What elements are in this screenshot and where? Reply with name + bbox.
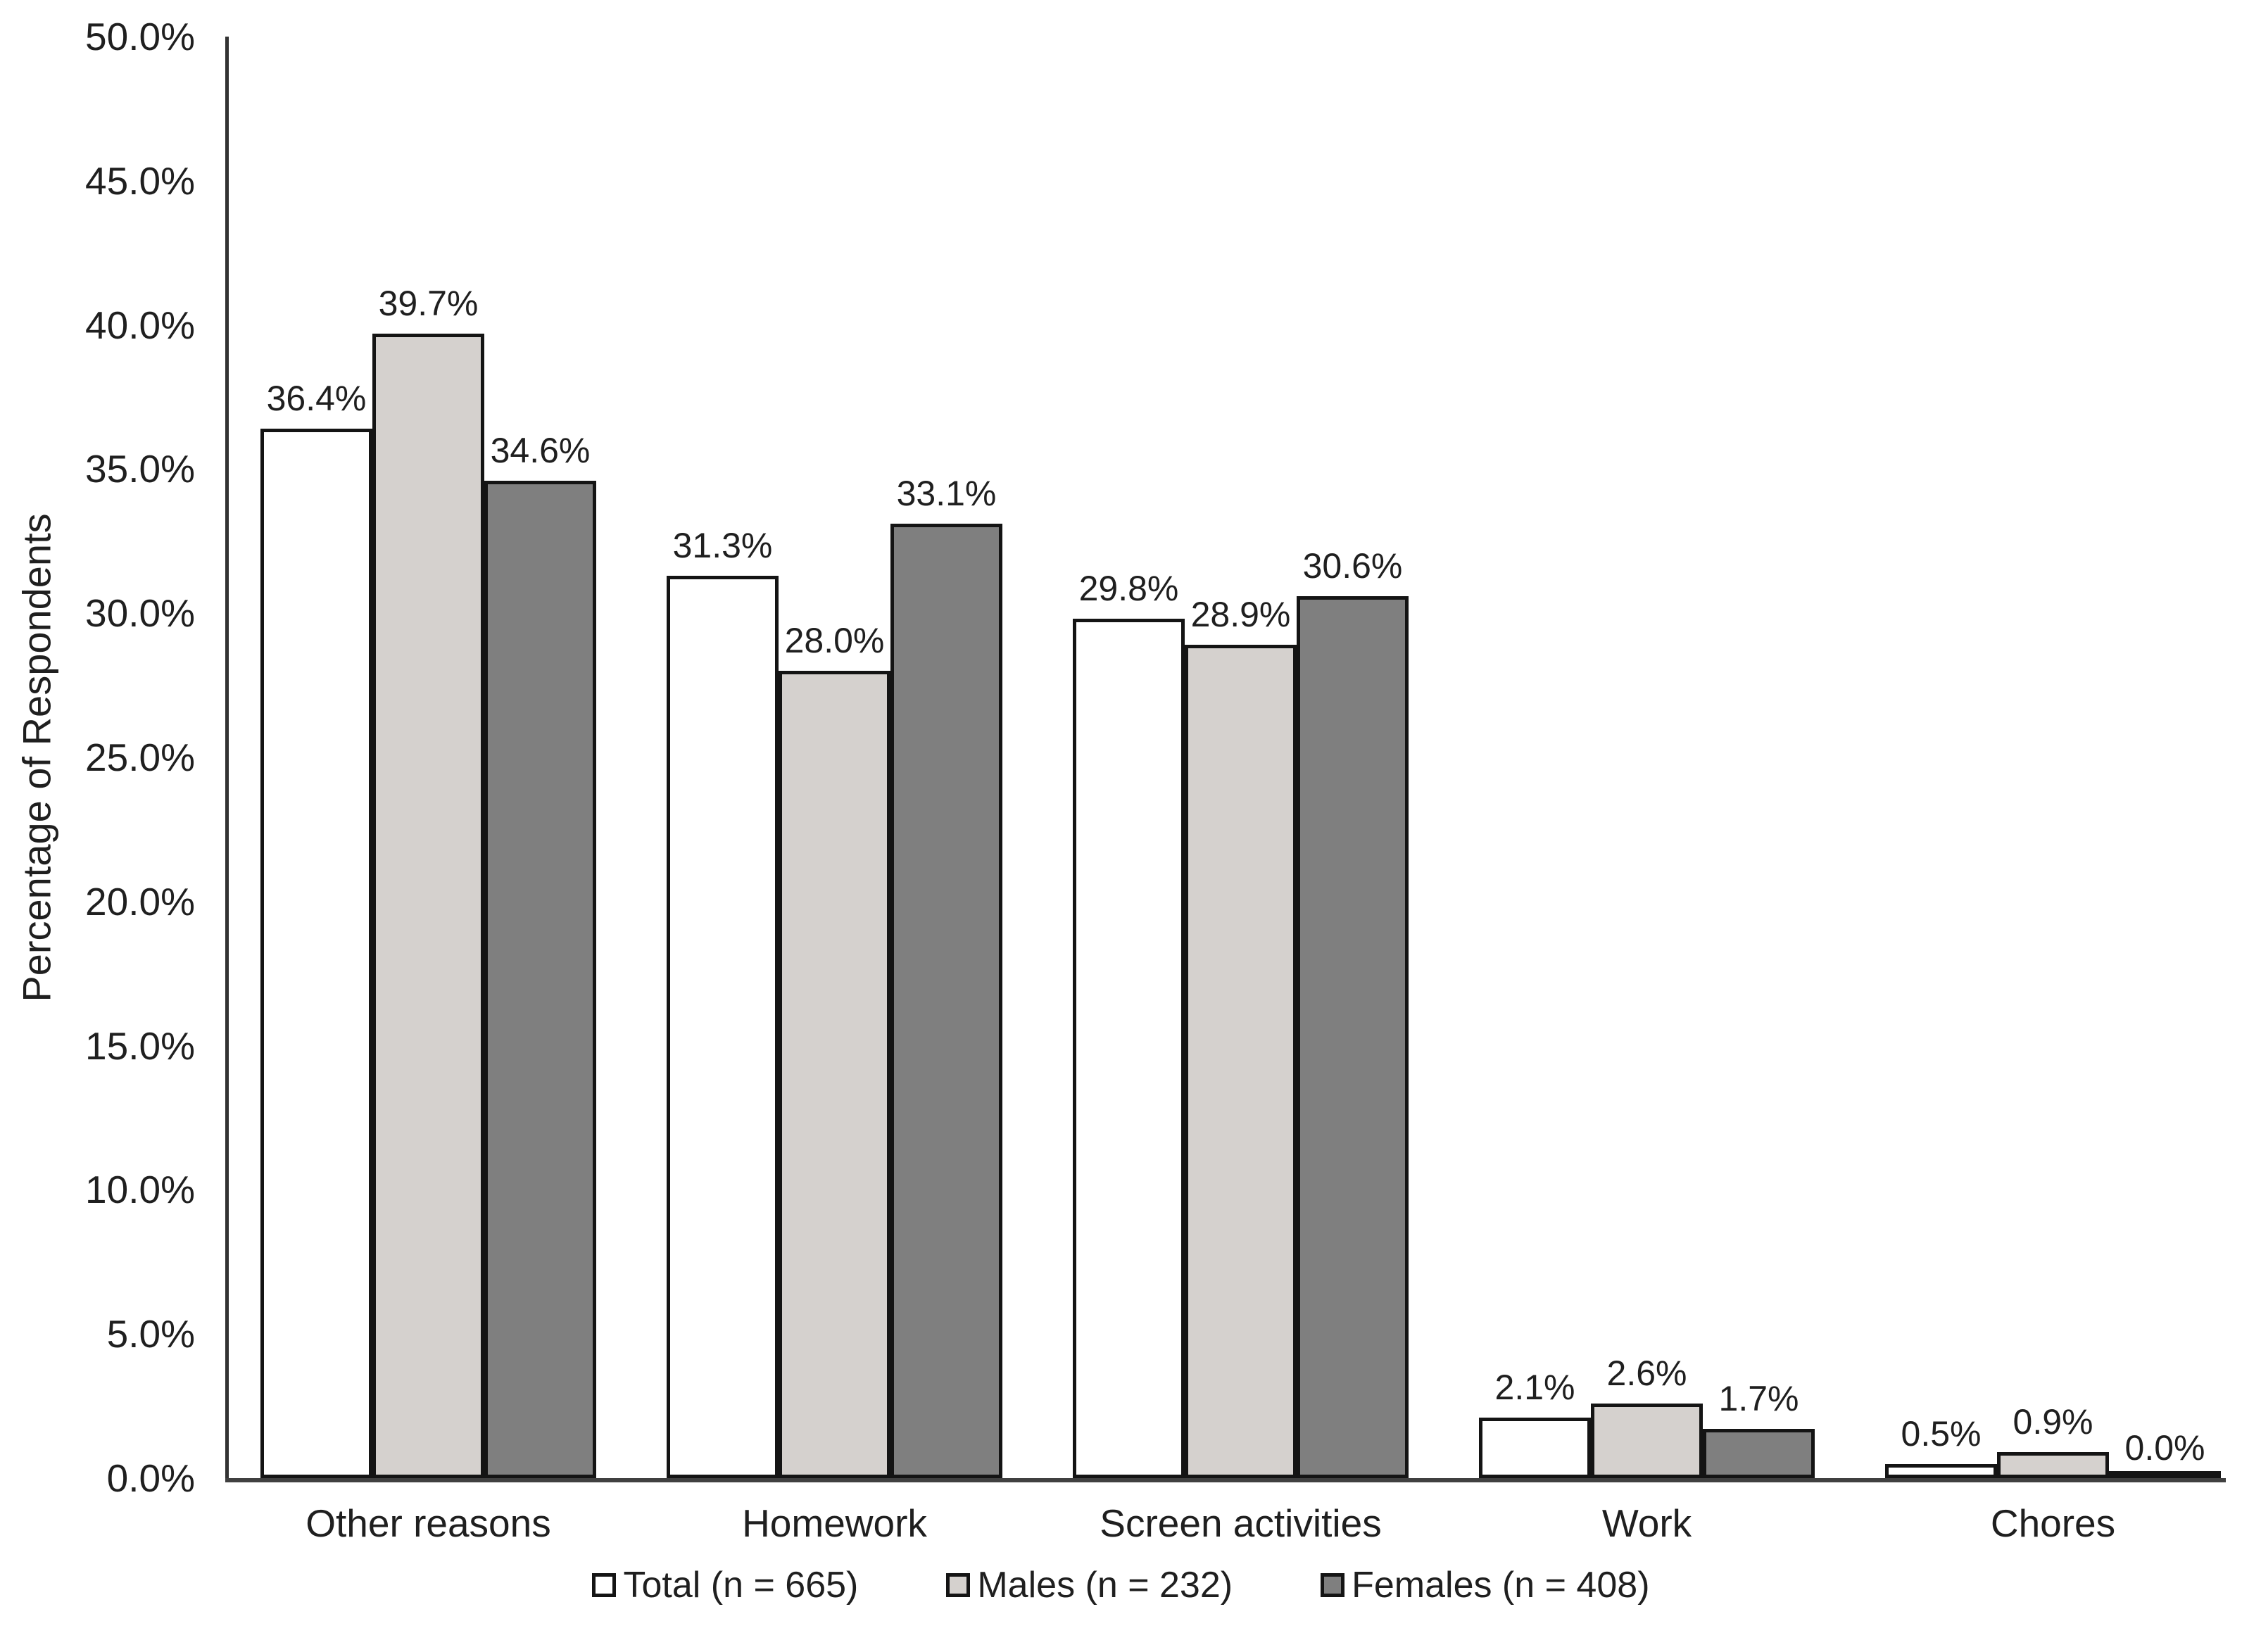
x-axis-line [225, 1478, 2226, 1482]
bar-value-label: 39.7% [378, 284, 479, 323]
bar [1997, 1452, 2109, 1478]
legend-item: Total (n = 665) [592, 1564, 858, 1606]
bar-group: 0.5% 0.9% 0.0% [1885, 37, 2221, 1478]
legend-label: Males (n = 232) [977, 1565, 1233, 1606]
bar [260, 429, 372, 1478]
y-tick-label: 40.0% [85, 303, 195, 347]
y-tick-label: 30.0% [85, 591, 195, 636]
bar [779, 671, 890, 1478]
bar [1073, 619, 1185, 1478]
y-tick-label: 25.0% [85, 736, 195, 779]
legend-label: Females (n = 408) [1352, 1565, 1650, 1606]
y-tick-label: 45.0% [85, 158, 195, 203]
category-label: Screen activities [1100, 1501, 1382, 1545]
y-tick-label: 0.0% [106, 1456, 195, 1500]
bar [1703, 1429, 1815, 1478]
bar-value-label: 34.6% [490, 431, 591, 470]
y-tick-label: 10.0% [85, 1168, 195, 1212]
y-tick-label: 35.0% [85, 447, 195, 491]
bar-value-label: 36.4% [266, 379, 367, 418]
bar-group: 29.8% 28.9% 30.6% [1073, 37, 1409, 1478]
bar-value-label: 29.8% [1078, 569, 1179, 608]
bar-group: 36.4% 39.7% 34.6% [260, 37, 596, 1478]
legend-swatch [592, 1573, 617, 1597]
category-label: Homework [742, 1501, 927, 1545]
category-label: Chores [1990, 1501, 2116, 1545]
plot-area: 36.4% 39.7% 34.6% 31.3% 28.0% 33.1% 29.8% 28.9%… [227, 37, 2224, 1478]
bar [1479, 1418, 1591, 1478]
bar-value-label: 30.6% [1302, 546, 1403, 586]
bar-value-label: 0.5% [1901, 1414, 1982, 1454]
category-label: Work [1601, 1501, 1692, 1545]
bar-value-label: 28.9% [1190, 595, 1291, 634]
bar [1185, 645, 1297, 1478]
legend: Total (n = 665) Males (n = 232) Females (n… [0, 1564, 2242, 1606]
bar-value-label: 0.0% [2124, 1428, 2205, 1468]
bar-value-label: 2.1% [1494, 1368, 1575, 1407]
bar [1885, 1464, 1997, 1478]
bar-value-label: 31.3% [672, 526, 773, 565]
bar [372, 334, 484, 1478]
y-tick-label: 20.0% [85, 879, 195, 923]
bar [1591, 1404, 1703, 1478]
legend-item: Males (n = 232) [946, 1564, 1233, 1606]
y-axis-line [225, 37, 229, 1480]
bar [484, 481, 596, 1478]
bar-value-label: 33.1% [896, 474, 997, 513]
legend-label: Total (n = 665) [623, 1565, 859, 1606]
category-label: Other reasons [306, 1501, 551, 1545]
y-tick-label: 15.0% [85, 1023, 195, 1068]
y-tick-label: 5.0% [106, 1312, 195, 1356]
bar [1297, 596, 1409, 1478]
legend-swatch [1321, 1573, 1345, 1597]
bar-group: 2.1% 2.6% 1.7% [1479, 37, 1815, 1478]
y-tick-label: 50.0% [85, 15, 195, 58]
bar-value-label: 0.9% [2013, 1402, 2093, 1442]
legend-swatch [946, 1573, 971, 1597]
bar [2109, 1471, 2221, 1478]
legend-item: Females (n = 408) [1321, 1564, 1650, 1606]
bar-value-label: 1.7% [1718, 1379, 1799, 1418]
bar [667, 576, 779, 1478]
bar-group: 31.3% 28.0% 33.1% [667, 37, 1002, 1478]
bar-value-label: 2.6% [1606, 1354, 1687, 1393]
bar [890, 524, 1002, 1478]
bar-value-label: 28.0% [784, 621, 885, 660]
